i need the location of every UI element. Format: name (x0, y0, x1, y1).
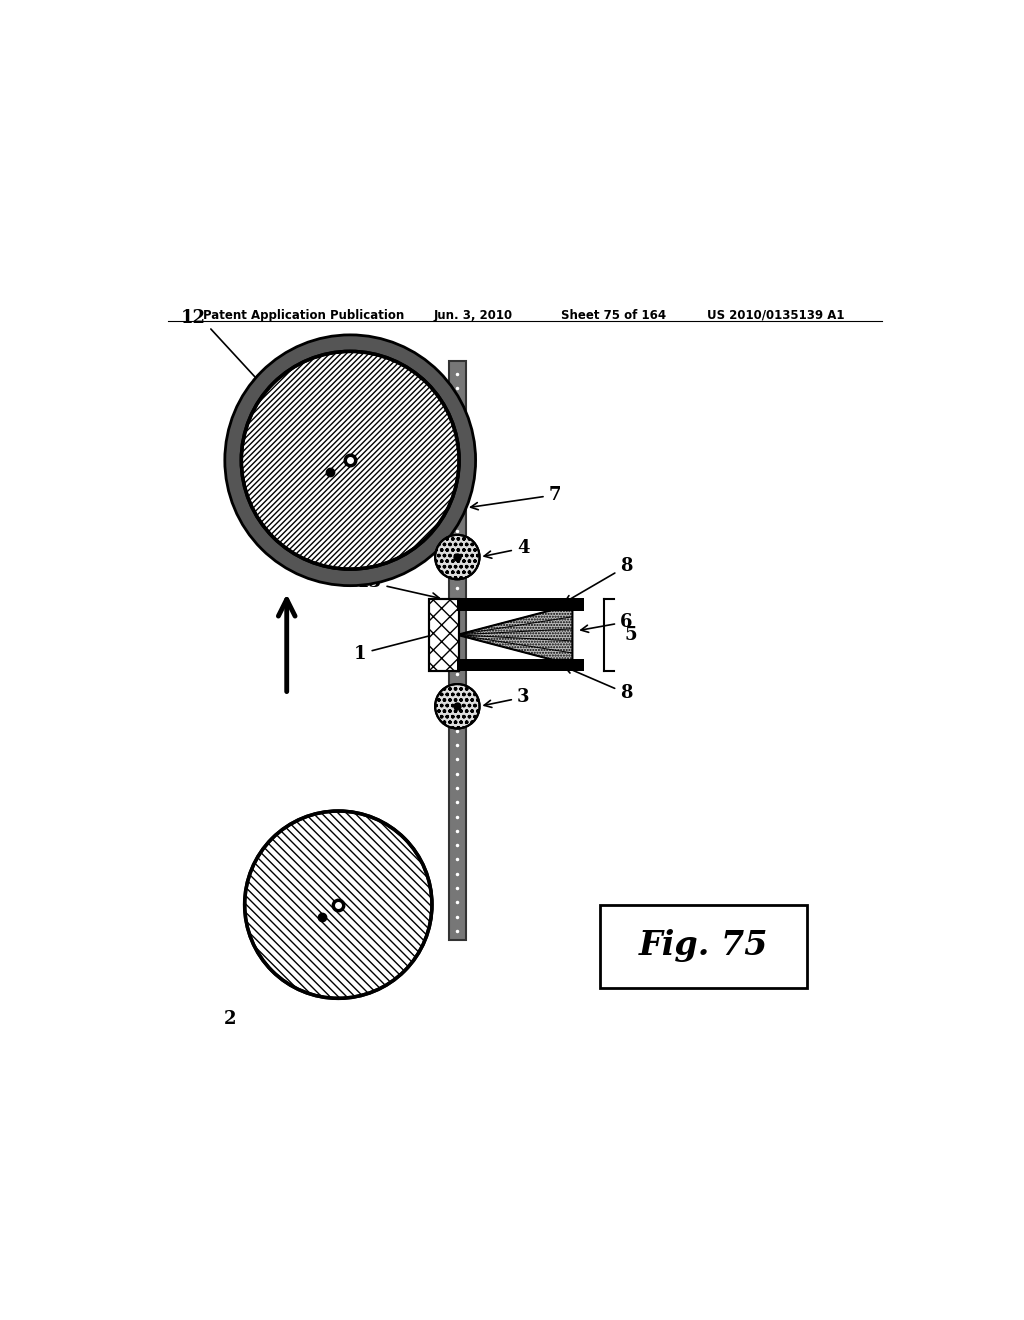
Text: 6: 6 (581, 612, 633, 632)
Circle shape (242, 351, 459, 569)
Text: 8: 8 (564, 557, 633, 602)
Text: 3: 3 (484, 688, 529, 708)
Text: Patent Application Publication: Patent Application Publication (204, 309, 404, 322)
Bar (458, 659, 585, 672)
Text: 12: 12 (180, 309, 206, 327)
Circle shape (435, 684, 479, 729)
Text: Sheet 75 of 164: Sheet 75 of 164 (560, 309, 666, 322)
Text: 7: 7 (471, 486, 561, 510)
Text: 2: 2 (224, 1010, 237, 1028)
Bar (429, 599, 459, 671)
Text: Fig. 75: Fig. 75 (639, 929, 768, 962)
Circle shape (245, 810, 432, 998)
Circle shape (225, 335, 475, 586)
Bar (458, 598, 585, 611)
Circle shape (435, 535, 479, 579)
Bar (600, 904, 807, 987)
Polygon shape (458, 605, 572, 665)
Text: US 2010/0135139 A1: US 2010/0135139 A1 (708, 309, 845, 322)
Text: 13: 13 (356, 573, 439, 601)
Text: 4: 4 (484, 539, 529, 558)
Bar (449, 362, 466, 940)
Text: 1: 1 (354, 631, 444, 663)
Text: 5: 5 (624, 626, 637, 644)
Text: Jun. 3, 2010: Jun. 3, 2010 (433, 309, 513, 322)
Bar (429, 599, 459, 671)
Text: 8: 8 (565, 667, 633, 702)
